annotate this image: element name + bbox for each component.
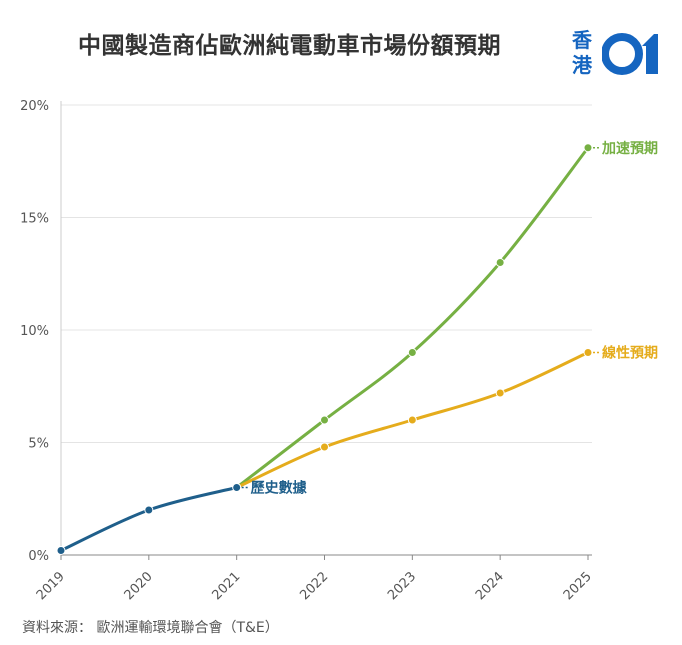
series-line — [59, 486, 239, 552]
y-tick-label: 5% — [28, 437, 49, 452]
data-point — [144, 505, 154, 515]
x-tick-label: 2021 — [209, 569, 243, 603]
x-tick-label: 2020 — [122, 569, 156, 603]
data-point — [495, 258, 505, 267]
chart-title: 中國製造商佔歐洲純電動車市場份額預期 — [78, 33, 501, 59]
data-point — [407, 415, 417, 425]
x-tick-label: 2019 — [34, 569, 68, 603]
data-point — [583, 348, 593, 357]
y-tick-label: 15% — [20, 212, 49, 227]
data-point — [320, 415, 329, 425]
data-point — [495, 388, 505, 398]
data-point — [232, 483, 242, 492]
x-tick-label: 2024 — [473, 569, 507, 603]
logo-text: 香港 — [572, 28, 592, 77]
hk01-logo: 香港 — [572, 28, 664, 82]
series-line — [235, 146, 590, 489]
data-point — [583, 143, 593, 153]
source-note: 資料來源： 歐洲運輸環境聯合會（T&E） — [22, 620, 279, 636]
x-tick-label: 2025 — [561, 569, 595, 603]
series-label: 線性預期 — [602, 345, 658, 362]
y-tick-label: 20% — [20, 99, 49, 114]
series-label: 歷史數據 — [251, 480, 308, 497]
y-tick-label: 0% — [28, 549, 49, 564]
data-point — [320, 442, 329, 452]
series-label: 加速預期 — [601, 140, 658, 157]
y-tick-label: 10% — [20, 324, 49, 339]
data-point — [407, 348, 417, 357]
x-tick-label: 2022 — [297, 569, 331, 603]
x-tick-label: 2023 — [385, 569, 419, 603]
logo-01-icon — [602, 33, 658, 75]
data-point — [56, 546, 66, 555]
